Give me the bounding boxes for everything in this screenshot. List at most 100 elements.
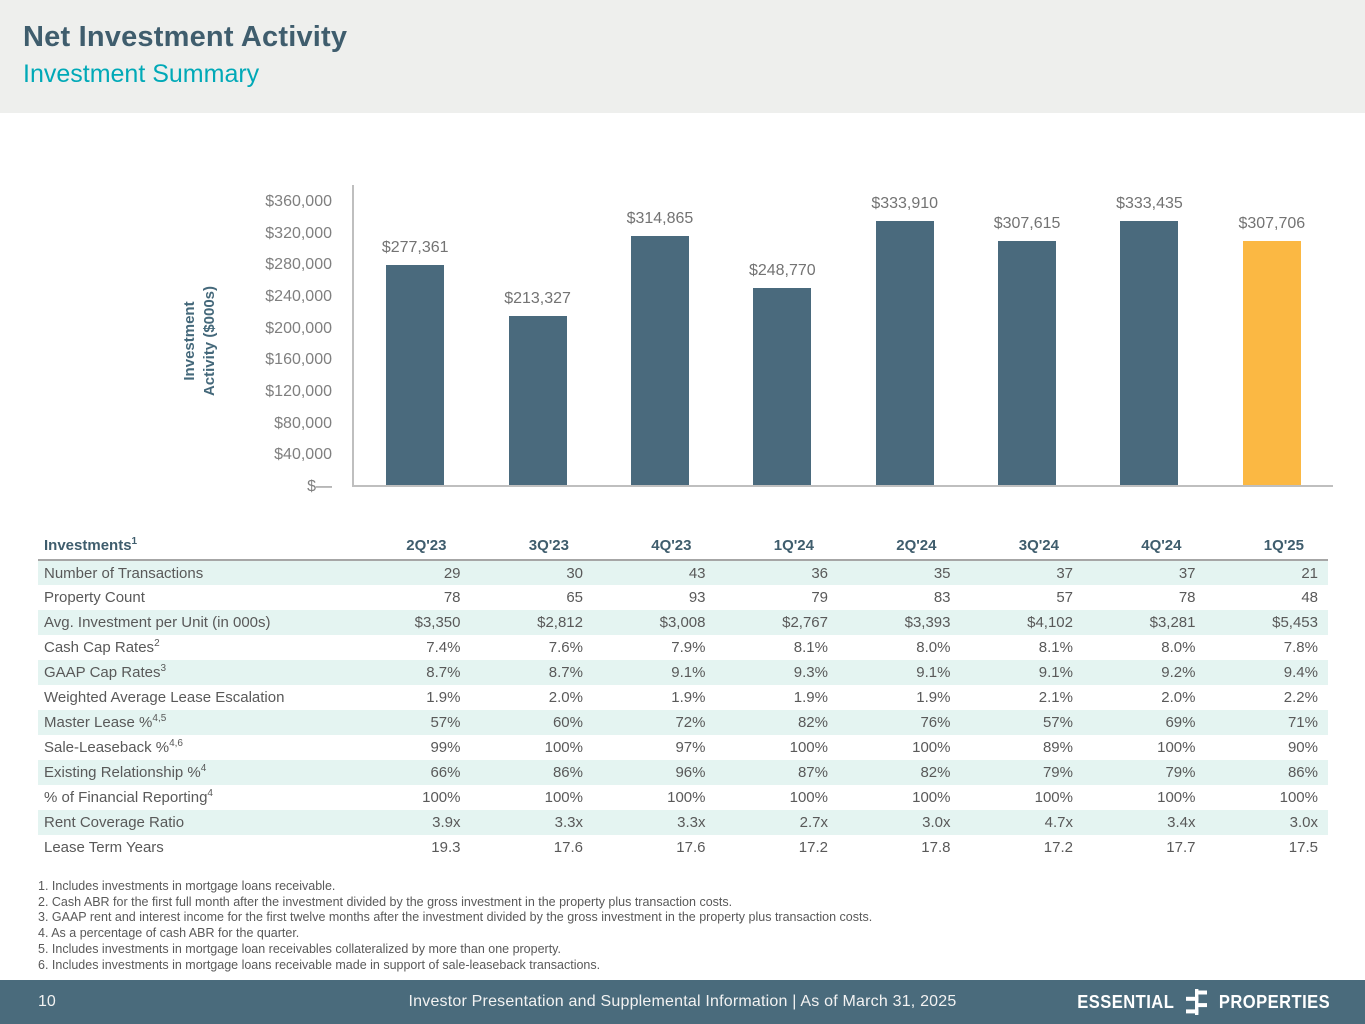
table-cell: 35: [933, 564, 951, 582]
page-number: 10: [38, 993, 56, 1010]
table-cell: 79: [811, 589, 828, 606]
bar-slot-4Q'24: $333,435: [1088, 185, 1210, 485]
table-cell: 9.3%: [793, 664, 828, 681]
bar-slot-2Q'24: $333,910: [844, 185, 966, 485]
bar-value-label: $213,327: [504, 290, 571, 308]
bar-2Q'23: [386, 265, 445, 485]
table-cell: 37: [1178, 564, 1196, 582]
table-cell: 9.1%: [1038, 664, 1073, 681]
table-cell: 100%: [544, 789, 583, 806]
table-row: Cash Cap Rates2 7.4% 7.6% 7.9% 8.1% 8.0% 8.1% 8…: [38, 635, 1328, 660]
table-row: Property Count 78 65 93 79 83 57 78 48: [38, 585, 1328, 610]
table-row: Sale-Leaseback %4,6 99% 100% 97% 100% 100% 89%…: [38, 735, 1328, 760]
table-cell: 8.1%: [1038, 639, 1073, 656]
bars-row: $277,361 $213,327 $314,865 $248,770 $333,910…: [354, 185, 1333, 485]
table-cell: $3,350: [414, 614, 461, 631]
table-cell: $3,281: [1149, 614, 1196, 631]
table-cell: 100%: [789, 789, 828, 806]
y-axis-tick-label: $200,000: [265, 319, 332, 337]
table-cell: 7.9%: [671, 639, 706, 656]
table-row: GAAP Cap Rates3 8.7% 8.7% 9.1% 9.3% 9.1% 9.1% 9…: [38, 660, 1328, 685]
table-cell: 76%: [920, 714, 951, 731]
table-cell: 48: [1301, 589, 1318, 606]
row-label: Existing Relationship %4: [44, 763, 207, 782]
table-cell: 3.0x: [1289, 814, 1318, 831]
table-cell: 90%: [1287, 739, 1318, 756]
table-cell: 8.1%: [793, 639, 828, 656]
row-label: % of Financial Reporting4: [44, 788, 213, 807]
plot-area: $360,000 $320,000 $280,000 $240,000 $200,000…: [265, 185, 1333, 495]
footer-caption: Investor Presentation and Supplemental I…: [408, 993, 957, 1010]
bar-4Q'23: [630, 235, 689, 485]
table-cell: 1.9%: [671, 689, 706, 706]
table-cell: 17.2: [1043, 839, 1073, 856]
table-cell: 100%: [1034, 789, 1073, 806]
investments-table: Investments1 2Q'23 3Q'23 4Q'23 1Q'24 2Q'24 3Q…: [38, 531, 1328, 860]
bar-slot-3Q'23: $213,327: [476, 185, 598, 485]
table-cell: 96%: [675, 764, 706, 781]
table-cell: 7.6%: [548, 639, 583, 656]
table-cell: 30: [566, 564, 583, 582]
table-cell: 2.0%: [1161, 689, 1196, 706]
row-label: Cash Cap Rates2: [44, 638, 160, 657]
table-cell: 8.7%: [548, 664, 583, 681]
table-cell: 2.1%: [1038, 689, 1073, 706]
bar-value-label: $307,615: [993, 215, 1061, 233]
table-cell: 2.2%: [1283, 689, 1318, 706]
bar-2Q'24: [875, 220, 934, 485]
table-cell: 19.3: [431, 839, 461, 856]
bar-slot-2Q'23: $277,361: [354, 185, 476, 485]
bar-value-label: $277,361: [381, 239, 449, 257]
bar-1Q'24: [753, 288, 812, 485]
table-cell: 100%: [1157, 789, 1196, 806]
table-cell: 17.5: [1288, 839, 1318, 856]
table-cell: 100%: [667, 789, 706, 806]
table-cell: 21: [1301, 564, 1318, 582]
table-cell: 3.9x: [432, 814, 461, 831]
column-header-4Q'23: 4Q'23: [593, 531, 716, 561]
table-cell: 2.7x: [799, 814, 828, 831]
table-cell: 72%: [675, 714, 706, 731]
row-label: Sale-Leaseback %4,6: [44, 738, 183, 757]
table-cell: 100%: [1157, 739, 1196, 756]
row-label: Master Lease %4,5: [44, 713, 167, 732]
table-cell: 99%: [430, 739, 461, 756]
footnote: 5. Includes investments in mortgage loan…: [38, 941, 561, 956]
table-cell: 36: [811, 564, 828, 582]
table-cell: $5,453: [1272, 614, 1318, 631]
table-cell: 100%: [789, 739, 828, 756]
y-axis-tick-label: $360,000: [265, 193, 332, 210]
footnote: 2. Cash ABR for the first full month aft…: [38, 894, 733, 909]
y-axis-title: Investment Activity ($000s): [180, 201, 220, 481]
row-label: Property Count: [44, 589, 145, 606]
table-cell: 3.3x: [554, 814, 583, 831]
page-title: Net Investment Activity: [23, 21, 348, 53]
table-cell: 100%: [912, 739, 951, 756]
column-header-3Q'23: 3Q'23: [470, 531, 593, 561]
table-cell: 8.0%: [1161, 639, 1196, 656]
y-axis-tick-label: $80,000: [274, 414, 332, 432]
table-cell: 2.0%: [548, 689, 583, 706]
company-logo: ESSENTIAL PROPERTIES: [1073, 989, 1335, 1015]
logo-word-essential: ESSENTIAL: [1077, 991, 1175, 1012]
bar-slot-4Q'23: $314,865: [599, 185, 721, 485]
table-cell: 60%: [552, 714, 583, 731]
table-cell: 78: [443, 589, 461, 606]
table-cell: 97%: [675, 739, 706, 756]
y-axis-tick-label: $160,000: [265, 351, 332, 369]
table-cell: 66%: [430, 764, 461, 781]
table-row: Existing Relationship %4 66% 86% 96% 87% 82% 7…: [38, 760, 1328, 785]
table-cell: 100%: [544, 739, 583, 756]
table-cell: 4.7x: [1044, 814, 1073, 831]
table-cell: 93: [688, 589, 706, 606]
table-cell: 8.7%: [426, 664, 461, 681]
table-cell: $2,767: [782, 614, 828, 631]
y-axis-tick-label: $320,000: [265, 224, 332, 242]
y-axis-tick-label: $40,000: [274, 446, 332, 464]
table-cell: 86%: [552, 764, 583, 781]
y-axis-tick-label: $—: [307, 478, 332, 495]
table-row: Lease Term Years 19.3 17.6 17.6 17.2 17.8 17.2…: [38, 835, 1328, 860]
footnotes: 1. Includes investments in mortgage loan…: [38, 879, 872, 973]
table-header-row: Investments1 2Q'23 3Q'23 4Q'23 1Q'24 2Q'24 3Q…: [38, 531, 1328, 561]
